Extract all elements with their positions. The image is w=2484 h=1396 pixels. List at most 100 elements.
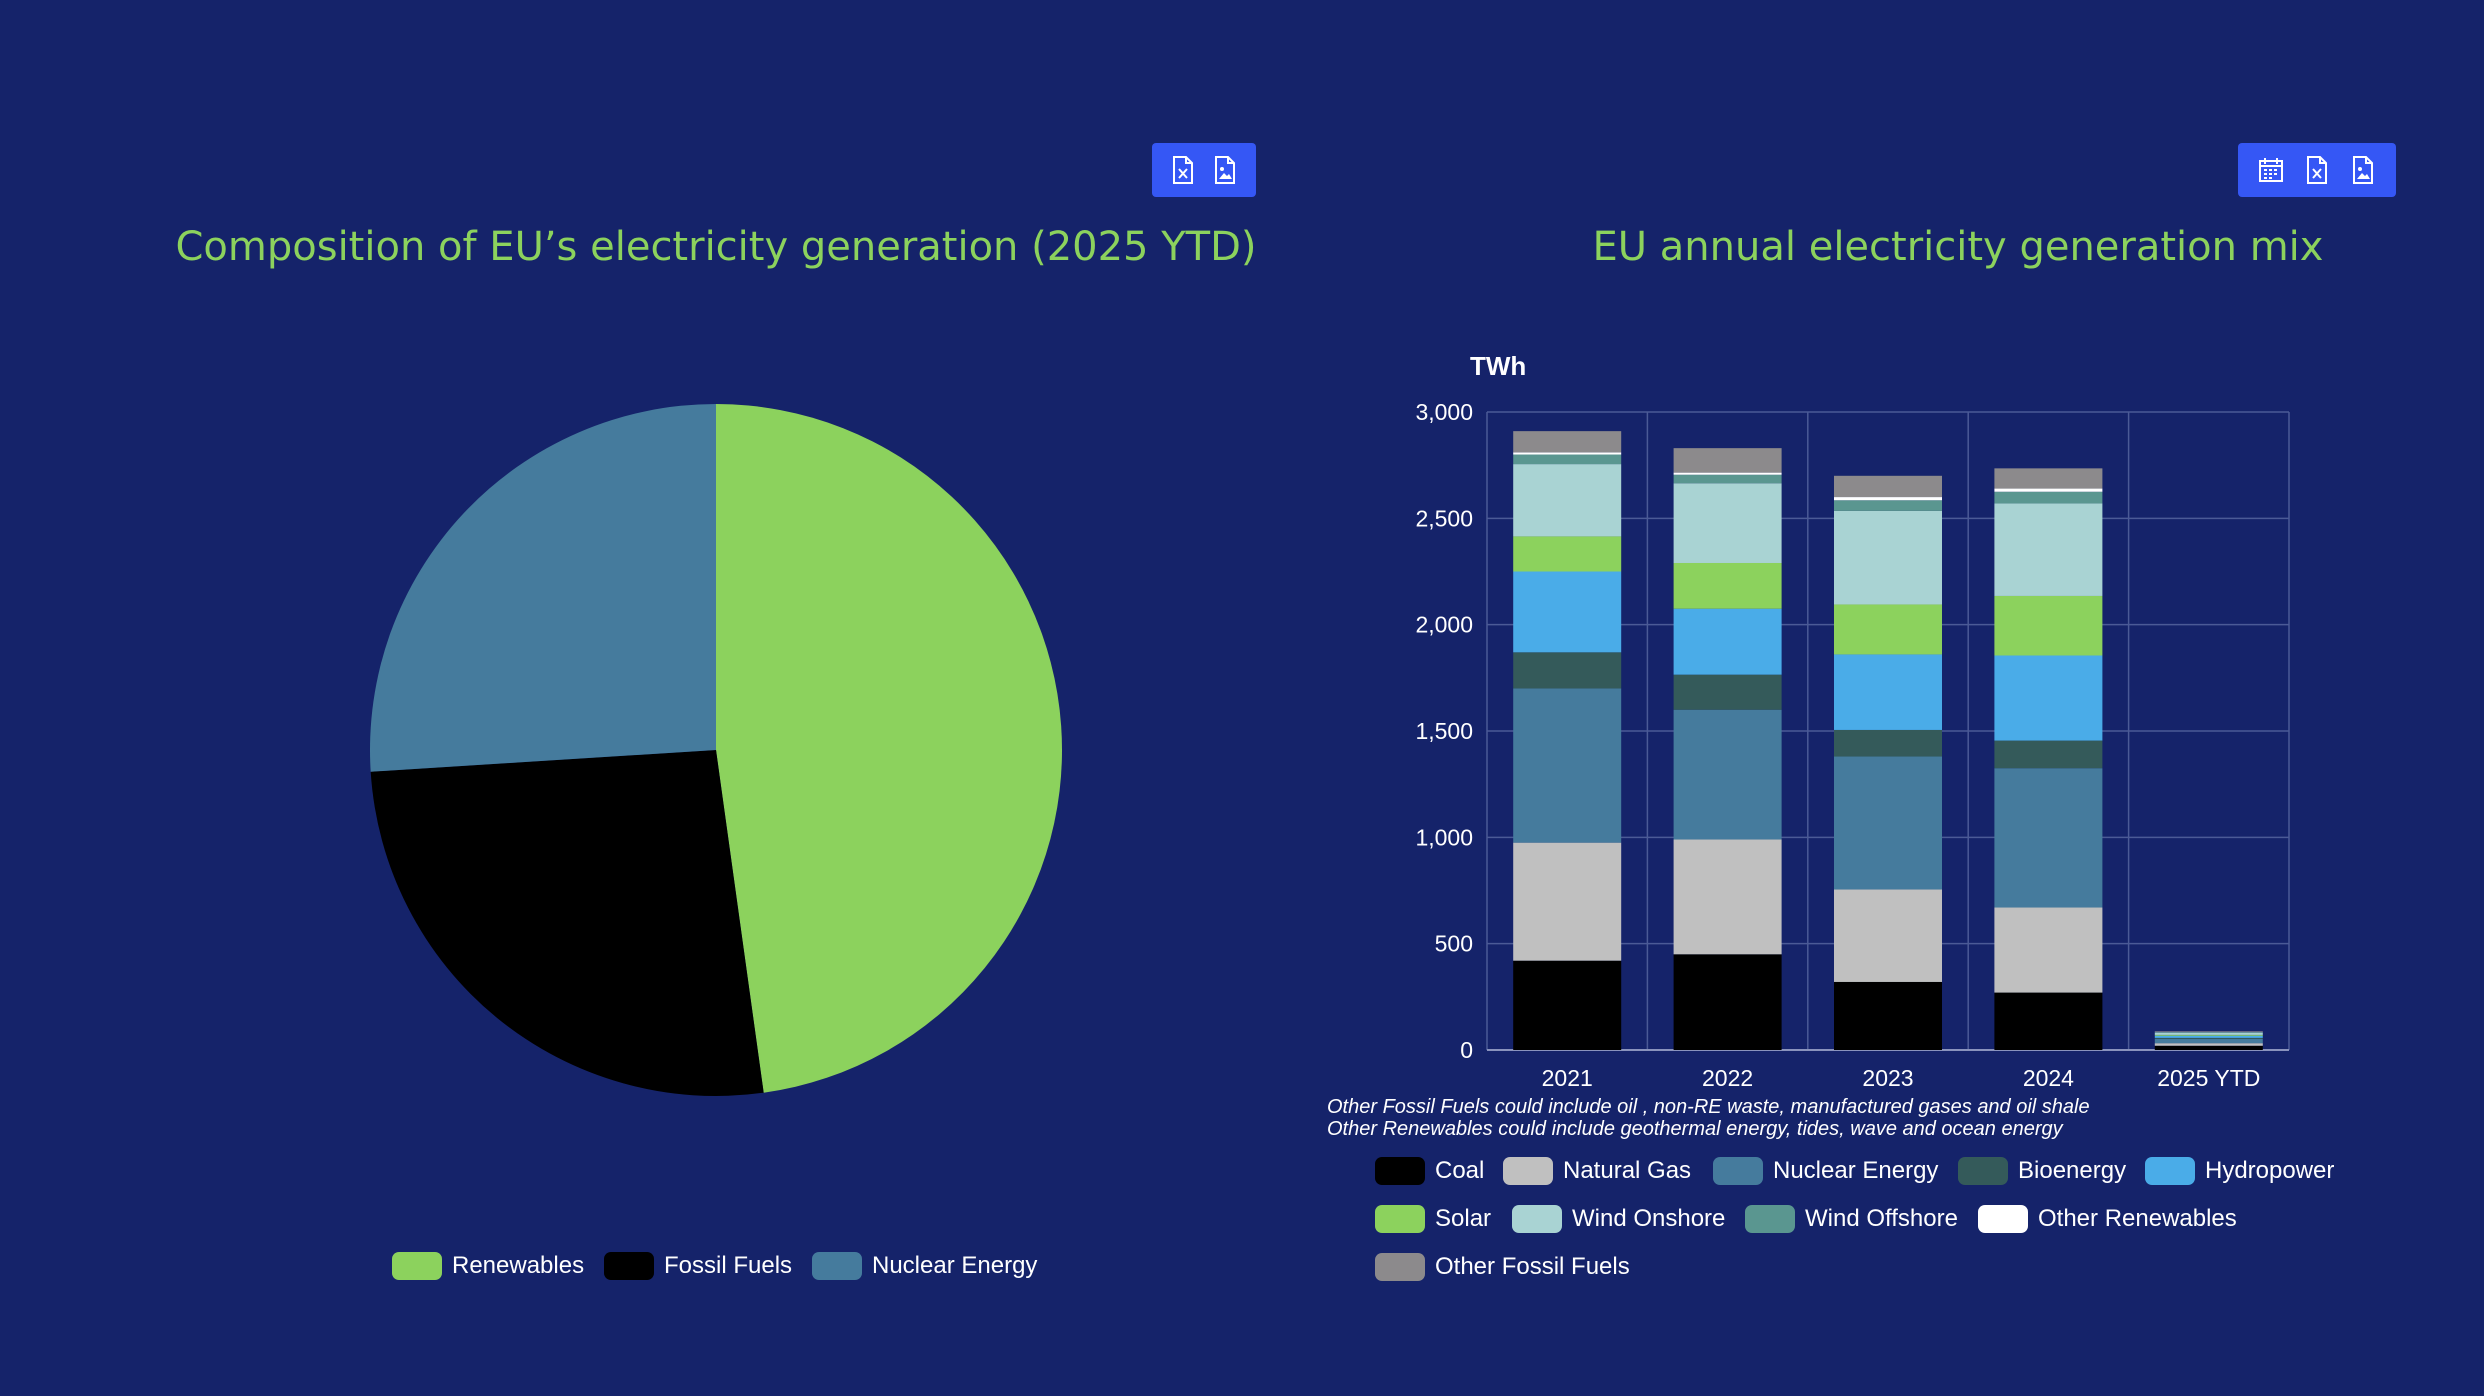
legend-swatch bbox=[392, 1252, 442, 1280]
x-tick-label: 2024 bbox=[2023, 1065, 2074, 1091]
right-chart-toolbar bbox=[2238, 143, 2396, 197]
left-chart-title: Composition of EU’s electricity generati… bbox=[175, 224, 1257, 270]
legend-label: Other Renewables bbox=[2038, 1205, 2237, 1232]
legend-item-coal[interactable]: Coal bbox=[1375, 1157, 1484, 1185]
legend-item-wind-onshore[interactable]: Wind Onshore bbox=[1512, 1205, 1725, 1233]
bar-segment-other-fossil-fuels-2024[interactable] bbox=[1994, 468, 2103, 489]
bar-segment-other-fossil-fuels-2025-ytd[interactable] bbox=[2154, 1031, 2263, 1032]
legend-item-other-renewables[interactable]: Other Renewables bbox=[1978, 1205, 2237, 1233]
bar-segment-solar-2022[interactable] bbox=[1673, 562, 1782, 609]
image-file-icon[interactable] bbox=[1210, 155, 1240, 185]
legend-item-solar[interactable]: Solar bbox=[1375, 1205, 1491, 1233]
pie-chart bbox=[370, 404, 1062, 1097]
bar-segment-wind-offshore-2023[interactable] bbox=[1834, 500, 1942, 511]
legend-item-hydropower[interactable]: Hydropower bbox=[2145, 1157, 2334, 1185]
footnote-other-renewables: Other Renewables could include geotherma… bbox=[1327, 1118, 2063, 1140]
legend-label: Wind Onshore bbox=[1572, 1205, 1726, 1232]
bar-segment-other-fossil-fuels-2022[interactable] bbox=[1673, 448, 1782, 473]
legend-label: Natural Gas bbox=[1563, 1157, 1692, 1184]
legend-swatch bbox=[1503, 1157, 1553, 1185]
legend-item-renewables[interactable]: Renewables bbox=[392, 1252, 584, 1280]
x-tick-label: 2023 bbox=[1862, 1065, 1913, 1091]
calendar-icon[interactable] bbox=[2256, 155, 2286, 185]
bar-segment-wind-onshore-2024[interactable] bbox=[1994, 503, 2103, 596]
bar-segment-other-fossil-fuels-2023[interactable] bbox=[1834, 475, 1942, 498]
bar-segment-coal-2022[interactable] bbox=[1673, 954, 1782, 1050]
legend-swatch bbox=[1978, 1205, 2028, 1233]
x-tick-label: 2022 bbox=[1702, 1065, 1753, 1091]
legend-label: Solar bbox=[1435, 1205, 1492, 1232]
bar-segment-solar-2024[interactable] bbox=[1994, 595, 2103, 656]
legend-swatch bbox=[604, 1252, 654, 1280]
y-tick-label: 2,000 bbox=[1415, 612, 1473, 638]
image-file-icon[interactable] bbox=[2348, 155, 2378, 185]
legend-item-natural-gas[interactable]: Natural Gas bbox=[1503, 1157, 1691, 1185]
legend-label: Other Fossil Fuels bbox=[1435, 1253, 1630, 1280]
bar-segment-solar-2021[interactable] bbox=[1513, 536, 1622, 572]
bar-segment-nuclear-energy-2023[interactable] bbox=[1834, 756, 1942, 890]
legend-swatch bbox=[1375, 1253, 1425, 1281]
bar-segment-wind-offshore-2025-ytd[interactable] bbox=[2154, 1032, 2263, 1033]
pie-slice-fossil-fuels[interactable] bbox=[370, 750, 764, 1097]
bar-segment-other-renewables-2021[interactable] bbox=[1513, 452, 1622, 455]
legend-swatch bbox=[812, 1252, 862, 1280]
bar-segment-other-fossil-fuels-2021[interactable] bbox=[1513, 431, 1622, 453]
legend-item-nuclear-energy[interactable]: Nuclear Energy bbox=[812, 1252, 1037, 1280]
legend-item-fossil-fuels[interactable]: Fossil Fuels bbox=[604, 1252, 792, 1280]
pie-slice-renewables[interactable] bbox=[716, 404, 1062, 1093]
legend-item-nuclear-energy[interactable]: Nuclear Energy bbox=[1713, 1157, 1938, 1185]
bar-segment-wind-onshore-2025-ytd[interactable] bbox=[2154, 1032, 2263, 1035]
bar-segment-coal-2021[interactable] bbox=[1513, 960, 1622, 1050]
bar-segment-other-renewables-2023[interactable] bbox=[1834, 497, 1942, 501]
legend-label: Fossil Fuels bbox=[664, 1252, 793, 1279]
x-tick-label: 2025 YTD bbox=[2157, 1065, 2260, 1091]
bar-segment-coal-2025-ytd[interactable] bbox=[2154, 1045, 2263, 1050]
pie-slice-nuclear-energy[interactable] bbox=[370, 404, 716, 772]
bar-segment-bioenergy-2022[interactable] bbox=[1673, 674, 1782, 710]
bar-segment-bioenergy-2024[interactable] bbox=[1994, 740, 2103, 769]
legend-label: Wind Offshore bbox=[1805, 1205, 1958, 1232]
bar-segment-wind-offshore-2021[interactable] bbox=[1513, 454, 1622, 465]
legend-swatch bbox=[1958, 1157, 2008, 1185]
bar-segment-bioenergy-2023[interactable] bbox=[1834, 729, 1942, 757]
legend-label: Coal bbox=[1435, 1157, 1485, 1184]
bar-segment-hydropower-2022[interactable] bbox=[1673, 608, 1782, 675]
bar-segment-wind-onshore-2021[interactable] bbox=[1513, 464, 1622, 537]
bar-segment-coal-2024[interactable] bbox=[1994, 992, 2103, 1050]
bar-segment-other-renewables-2024[interactable] bbox=[1994, 488, 2103, 492]
bar-segment-natural-gas-2022[interactable] bbox=[1673, 839, 1782, 955]
bar-segment-natural-gas-2025-ytd[interactable] bbox=[2154, 1043, 2263, 1046]
bar-segment-other-renewables-2022[interactable] bbox=[1673, 472, 1782, 475]
bar-segment-solar-2023[interactable] bbox=[1834, 604, 1942, 655]
excel-file-icon[interactable] bbox=[2302, 155, 2332, 185]
legend-swatch bbox=[1713, 1157, 1763, 1185]
y-tick-label: 500 bbox=[1435, 931, 1473, 957]
bar-segment-hydropower-2025-ytd[interactable] bbox=[2154, 1035, 2263, 1038]
legend-swatch bbox=[1375, 1205, 1425, 1233]
legend-item-bioenergy[interactable]: Bioenergy bbox=[1958, 1157, 2126, 1185]
bar-segment-solar-2025-ytd[interactable] bbox=[2154, 1034, 2263, 1036]
bar-segment-wind-onshore-2023[interactable] bbox=[1834, 510, 1942, 605]
bar-segment-coal-2023[interactable] bbox=[1834, 981, 1942, 1050]
bar-segment-wind-offshore-2022[interactable] bbox=[1673, 474, 1782, 484]
x-tick-label: 2021 bbox=[1542, 1065, 1593, 1091]
bar-segment-wind-offshore-2024[interactable] bbox=[1994, 491, 2103, 504]
bar-segment-natural-gas-2021[interactable] bbox=[1513, 842, 1622, 961]
bar-segment-hydropower-2021[interactable] bbox=[1513, 571, 1622, 653]
bar-segment-nuclear-energy-2024[interactable] bbox=[1994, 768, 2103, 908]
bar-segment-nuclear-energy-2021[interactable] bbox=[1513, 688, 1622, 843]
bar-segment-hydropower-2024[interactable] bbox=[1994, 655, 2103, 741]
bar-segment-bioenergy-2025-ytd[interactable] bbox=[2154, 1037, 2263, 1039]
bar-segment-nuclear-energy-2025-ytd[interactable] bbox=[2154, 1038, 2263, 1044]
bar-segment-natural-gas-2023[interactable] bbox=[1834, 889, 1942, 982]
legend-swatch bbox=[1745, 1205, 1795, 1233]
excel-file-icon[interactable] bbox=[1168, 155, 1198, 185]
legend-item-other-fossil-fuels[interactable]: Other Fossil Fuels bbox=[1375, 1253, 1630, 1281]
bar-segment-hydropower-2023[interactable] bbox=[1834, 654, 1942, 730]
bar-segment-bioenergy-2021[interactable] bbox=[1513, 652, 1622, 689]
y-tick-label: 1,500 bbox=[1415, 718, 1473, 744]
legend-item-wind-offshore[interactable]: Wind Offshore bbox=[1745, 1205, 1958, 1233]
bar-segment-nuclear-energy-2022[interactable] bbox=[1673, 709, 1782, 840]
bar-segment-natural-gas-2024[interactable] bbox=[1994, 907, 2103, 993]
bar-segment-wind-onshore-2022[interactable] bbox=[1673, 483, 1782, 563]
